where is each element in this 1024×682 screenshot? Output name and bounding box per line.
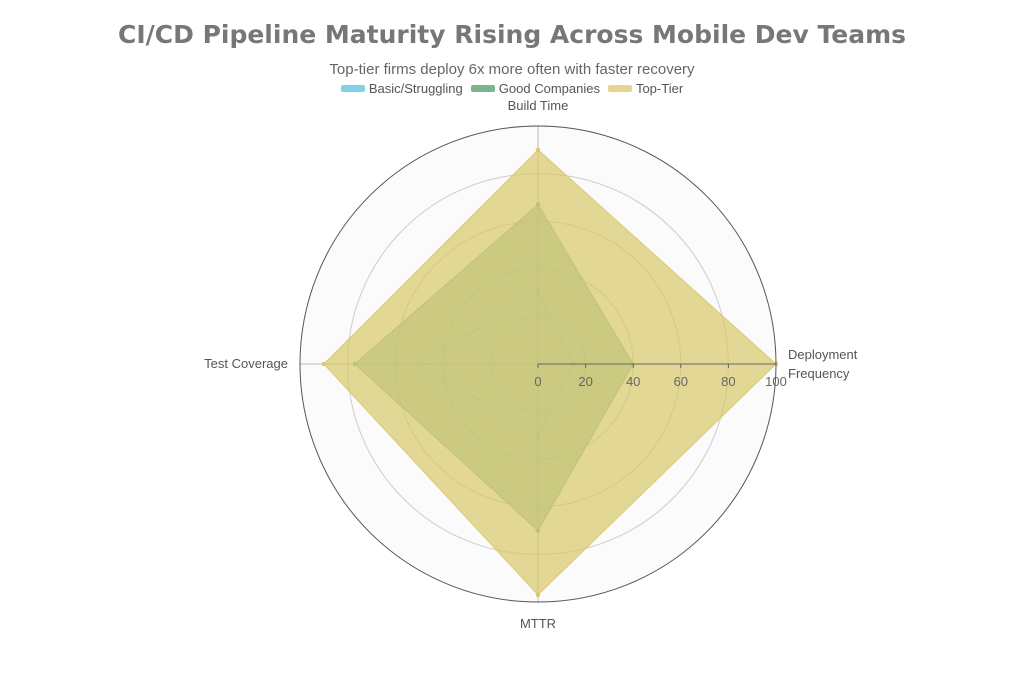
- series-2-point-0: [535, 147, 541, 152]
- legend-swatch-toptier: [607, 85, 632, 92]
- legend-item-basic[interactable]: Basic/Struggling: [340, 81, 463, 96]
- radial-tick-label-2: 40: [626, 374, 640, 389]
- radial-tick-label-3: 60: [674, 374, 688, 389]
- chart-title: CI/CD Pipeline Maturity Rising Across Mo…: [117, 20, 906, 49]
- legend-label-good: Good Companies: [498, 81, 600, 96]
- legend-label-toptier: Top-Tier: [635, 81, 684, 96]
- radial-tick-label-4: 80: [721, 374, 735, 389]
- series-2-point-2: [535, 592, 541, 598]
- radial-tick-label-0: 0: [534, 374, 541, 389]
- axis-label-0: Build Time: [508, 98, 569, 113]
- legend: Basic/Struggling Good Companies Top-Tier: [0, 81, 1024, 96]
- legend-swatch-basic: [340, 85, 365, 92]
- axis-label-3: Test Coverage: [204, 356, 288, 371]
- radial-tick-label-5: 100: [765, 374, 787, 389]
- axis-label-2: MTTR: [520, 616, 556, 631]
- legend-item-good[interactable]: Good Companies: [470, 81, 600, 96]
- chart-subtitle: Top-tier firms deploy 6x more often with…: [329, 61, 695, 78]
- series-2-point-3: [321, 361, 326, 367]
- legend-label-basic: Basic/Struggling: [368, 81, 463, 96]
- legend-item-toptier[interactable]: Top-Tier: [607, 81, 684, 96]
- radial-tick-label-1: 20: [578, 374, 592, 389]
- axis-label-1: Deployment Frequency: [788, 347, 858, 381]
- legend-swatch-good: [470, 85, 495, 92]
